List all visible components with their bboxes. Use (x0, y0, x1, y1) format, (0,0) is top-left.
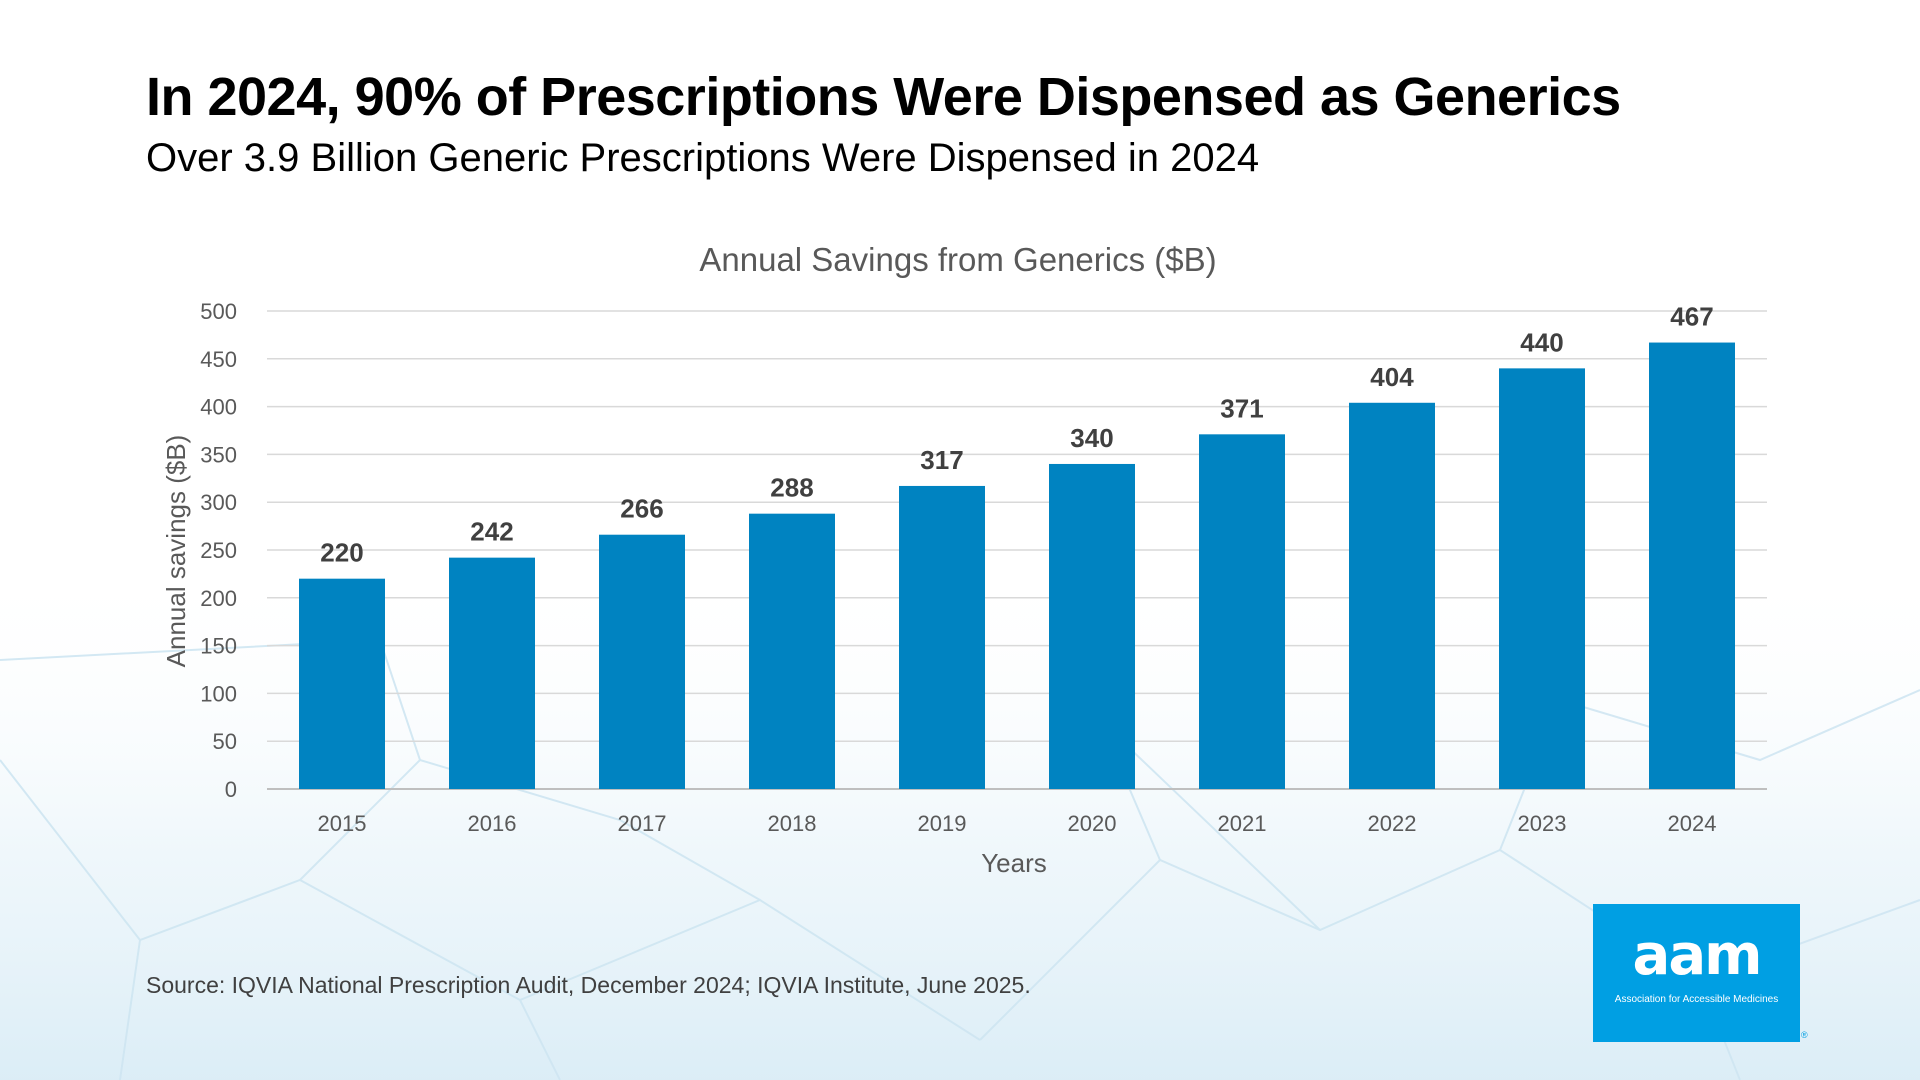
bar-2024 (1649, 342, 1735, 789)
data-label-2020: 340 (1070, 423, 1113, 453)
x-tick-label-2020: 2020 (1068, 811, 1117, 836)
data-label-2021: 371 (1220, 393, 1263, 423)
aam-logo: aam Association for Accessible Medicines (1593, 904, 1800, 1042)
data-label-2018: 288 (770, 473, 813, 503)
y-tick-label: 200 (200, 586, 237, 611)
x-tick-label-2017: 2017 (618, 811, 667, 836)
bar-2018 (749, 513, 835, 789)
y-tick-label: 50 (213, 729, 237, 754)
bar-2017 (599, 534, 685, 789)
page-subtitle: Over 3.9 Billion Generic Prescriptions W… (146, 136, 1260, 180)
y-tick-label: 0 (225, 777, 237, 802)
source-note: Source: IQVIA National Prescription Audi… (146, 972, 1031, 998)
data-label-2017: 266 (620, 494, 663, 524)
y-tick-label: 250 (200, 538, 237, 563)
bar-2023 (1499, 368, 1585, 789)
x-tick-labels: 2015 2016 2017 2018 2019 2020 2021 2022 2023 2024 (318, 811, 1717, 836)
data-labels: 220 242 266 288 317 340 371 404 440 467 (320, 302, 1713, 568)
y-tick-label: 100 (200, 681, 237, 706)
x-tick-label-2023: 2023 (1518, 811, 1567, 836)
registered-mark: ® (1801, 1030, 1808, 1040)
x-tick-label-2019: 2019 (918, 811, 967, 836)
y-tick-label: 500 (200, 299, 237, 324)
y-tick-label: 350 (200, 442, 237, 467)
bar-2015 (299, 578, 385, 789)
x-tick-label-2018: 2018 (768, 811, 817, 836)
page-title: In 2024, 90% of Prescriptions Were Dispe… (146, 67, 1621, 127)
y-tick-label: 400 (200, 395, 237, 420)
bar-2021 (1199, 434, 1285, 789)
y-tick-label: 450 (200, 347, 237, 372)
y-tick-label: 300 (200, 490, 237, 515)
bar-2022 (1349, 402, 1435, 789)
y-axis-label: Annual savings ($B) (161, 435, 191, 668)
data-label-2023: 440 (1520, 327, 1563, 357)
y-tick-labels: 0 50 100 150 200 250 300 350 400 450 500 (200, 299, 237, 802)
bar-2020 (1049, 463, 1135, 789)
data-label-2015: 220 (320, 538, 363, 568)
x-tick-label-2016: 2016 (468, 811, 517, 836)
logo-tagline: Association for Accessible Medicines (1614, 994, 1779, 1005)
data-label-2016: 242 (470, 517, 513, 547)
data-label-2024: 467 (1670, 302, 1713, 332)
data-label-2019: 317 (920, 445, 963, 475)
x-tick-label-2022: 2022 (1368, 811, 1417, 836)
x-tick-label-2021: 2021 (1218, 811, 1267, 836)
x-axis-label: Years (981, 848, 1047, 878)
chart-title: Annual Savings from Generics ($B) (699, 241, 1216, 278)
logo-mark: aam (1632, 923, 1763, 988)
x-tick-label-2015: 2015 (318, 811, 367, 836)
x-tick-label-2024: 2024 (1668, 811, 1717, 836)
data-label-2022: 404 (1370, 362, 1414, 392)
bars (299, 342, 1735, 789)
y-tick-label: 150 (200, 634, 237, 659)
bar-2019 (899, 485, 985, 789)
bar-2016 (449, 557, 535, 789)
